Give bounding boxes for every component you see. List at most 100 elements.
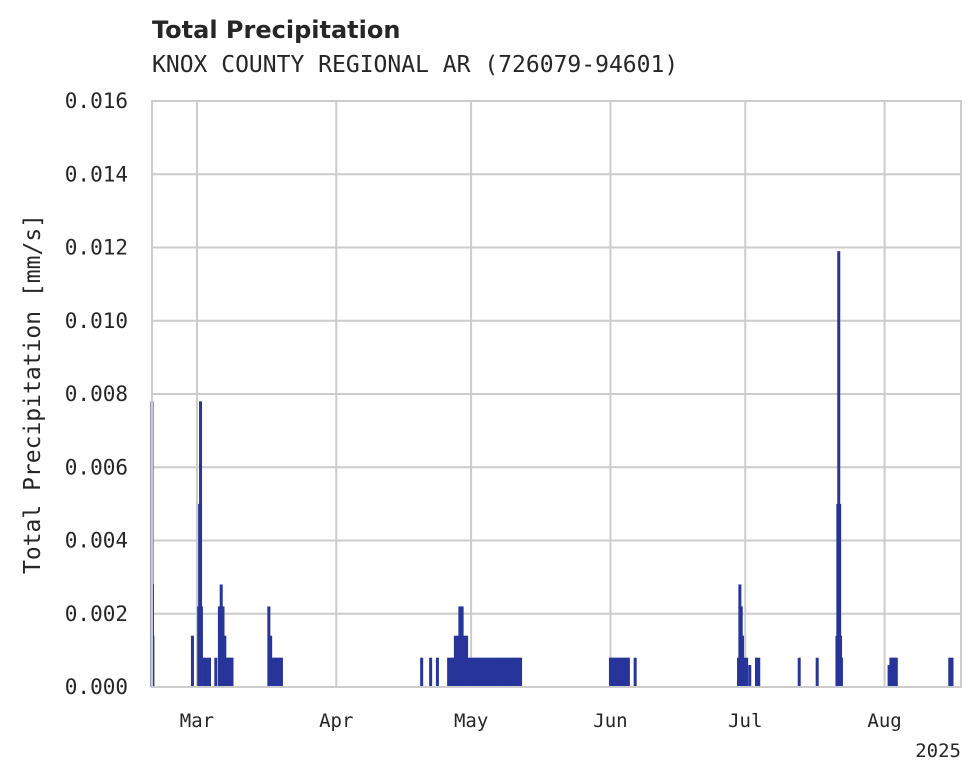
precip-bar	[839, 657, 843, 687]
precip-bar	[223, 635, 227, 687]
x-tick-label: Apr	[319, 710, 353, 732]
y-tick-label: 0.006	[65, 455, 128, 479]
precip-bar	[519, 657, 523, 687]
precip-bar	[456, 635, 460, 687]
precip-bar	[429, 657, 433, 687]
y-tick-label: 0.012	[65, 236, 128, 260]
precip-bar	[221, 606, 225, 687]
precip-bar	[471, 657, 475, 687]
precip-bar	[276, 657, 280, 687]
precip-bar	[228, 657, 232, 687]
precip-bar	[624, 657, 628, 687]
precip-bar	[608, 657, 612, 687]
precip-bar	[460, 606, 464, 687]
x-tick-label: Mar	[180, 710, 214, 732]
y-tick-label: 0.000	[65, 675, 128, 699]
precip-bar	[516, 657, 520, 687]
precip-bar	[837, 251, 841, 687]
chart-subtitle: KNOX COUNTY REGIONAL AR (726079-94601)	[152, 52, 679, 78]
precip-bar	[494, 657, 498, 687]
precip-bar	[617, 657, 621, 687]
y-tick-label: 0.002	[65, 602, 128, 626]
precip-bar	[458, 606, 462, 687]
y-tick-label: 0.008	[65, 382, 128, 406]
precip-bar	[469, 657, 473, 687]
precip-bar	[626, 657, 630, 687]
precip-bar	[269, 635, 273, 687]
precip-bar	[815, 657, 819, 687]
precip-bar	[894, 657, 898, 687]
precip-bar	[485, 657, 489, 687]
precip-bar	[274, 657, 278, 687]
precip-bar	[505, 657, 509, 687]
grid	[152, 100, 961, 688]
precip-bar	[503, 657, 507, 687]
precip-bar	[202, 657, 206, 687]
precip-bar	[510, 657, 514, 687]
x-tick-label: May	[454, 710, 488, 732]
precip-bar	[633, 657, 637, 687]
precip-bar	[435, 657, 439, 687]
precip-bar	[230, 657, 234, 687]
precip-bar	[199, 606, 203, 687]
precip-bar	[278, 657, 282, 687]
precip-bar	[622, 657, 626, 687]
x-axis-year-label: 2025	[915, 740, 961, 762]
precip-bar	[267, 606, 271, 687]
x-tick-label: Jul	[728, 710, 762, 732]
precip-bar	[208, 657, 212, 687]
precip-bar	[199, 401, 203, 687]
precip-bar	[279, 657, 283, 687]
precip-bar	[948, 657, 952, 687]
precip-bar	[270, 657, 274, 687]
precip-bar	[467, 657, 471, 687]
precip-bar	[498, 657, 502, 687]
precip-bar	[453, 635, 457, 687]
precip-bar	[757, 657, 761, 687]
precip-bar	[272, 657, 276, 687]
precip-bar	[219, 584, 223, 687]
x-tick-labels: Mar Apr May Jun Jul Aug	[180, 710, 902, 732]
precip-bar	[613, 657, 617, 687]
precip-bar	[214, 657, 218, 687]
bars	[150, 251, 954, 687]
precip-bar	[226, 657, 230, 687]
precip-bar	[447, 657, 451, 687]
y-axis-label: Total Precipitation [mm/s]	[20, 214, 46, 574]
precip-bar	[748, 665, 752, 687]
y-tick-labels: 0.000 0.002 0.004 0.006 0.008 0.010 0.012 0.014…	[65, 89, 128, 699]
precip-bar	[514, 657, 518, 687]
precip-bar	[889, 657, 893, 687]
precip-bar	[449, 657, 453, 687]
precip-bar	[755, 657, 759, 687]
precip-bar	[478, 657, 482, 687]
plot-frame	[151, 100, 962, 688]
y-tick-label: 0.004	[65, 529, 128, 553]
precip-bar	[225, 657, 229, 687]
x-tick-label: Jun	[593, 710, 627, 732]
precip-bar	[615, 657, 619, 687]
precip-bar	[487, 657, 491, 687]
precip-bar	[620, 657, 624, 687]
precip-bar	[420, 657, 424, 687]
precip-bar	[451, 657, 455, 687]
y-tick-label: 0.010	[65, 309, 128, 333]
precip-bar	[480, 657, 484, 687]
precip-bar	[892, 657, 896, 687]
precip-bar	[205, 657, 209, 687]
x-tick-label: Aug	[867, 710, 901, 732]
precip-bar	[483, 657, 487, 687]
precip-bar	[887, 665, 891, 687]
precip-bar	[891, 657, 895, 687]
precip-bar	[462, 635, 466, 687]
precip-bar	[492, 657, 496, 687]
precip-bar	[190, 635, 194, 687]
precip-bar	[476, 657, 480, 687]
precip-bar	[512, 657, 516, 687]
y-tick-label: 0.016	[65, 89, 128, 113]
precip-bar	[489, 657, 493, 687]
precip-bar	[496, 657, 500, 687]
precip-bar	[745, 657, 749, 687]
precip-bar	[797, 657, 801, 687]
